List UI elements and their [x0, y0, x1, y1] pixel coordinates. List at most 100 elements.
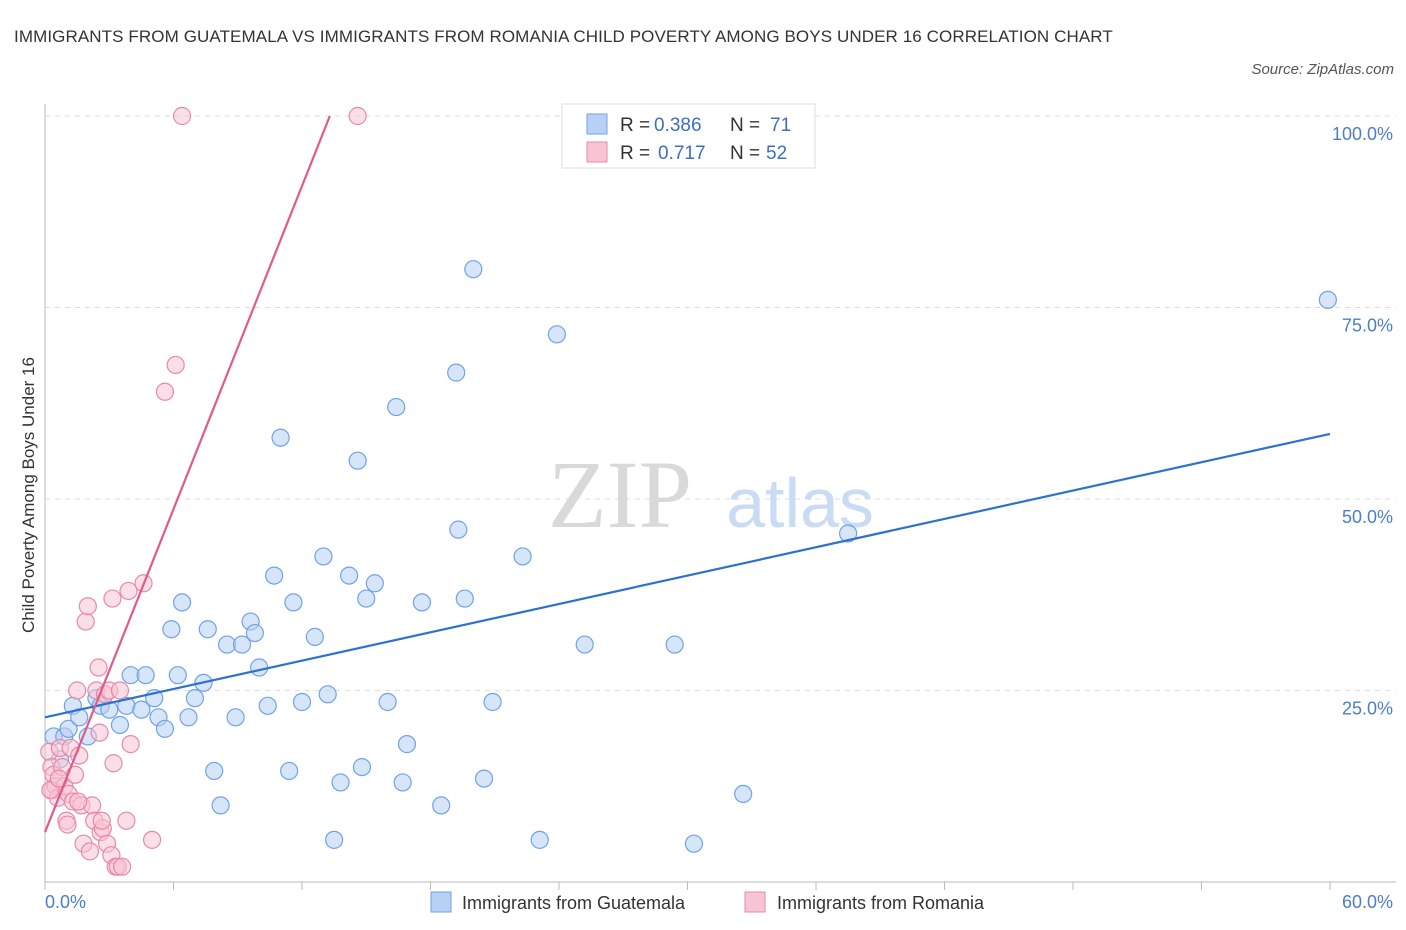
- y-axis-label: Child Poverty Among Boys Under 16: [19, 357, 38, 633]
- legend-r-guatemala: 0.386: [654, 115, 702, 136]
- point-romania-46: [348, 106, 367, 126]
- legend-r-label-romania: R =: [620, 143, 650, 164]
- series-romania: [40, 106, 367, 876]
- point-romania-49: [92, 811, 111, 830]
- point-guatemala-20: [172, 593, 192, 612]
- point-guatemala-46: [352, 757, 372, 777]
- point-romania-19: [78, 597, 97, 616]
- point-romania-20: [80, 842, 100, 861]
- point-guatemala-55: [447, 363, 466, 382]
- point-guatemala-18: [162, 620, 181, 639]
- y-tick-label-3: 100.0%: [1332, 124, 1393, 144]
- trend-lines: [43, 115, 1331, 833]
- point-guatemala-61: [513, 547, 532, 566]
- point-guatemala-47: [357, 589, 376, 608]
- legend-n-guatemala: 71: [770, 115, 791, 136]
- legend-r-label-guatemala: R =: [620, 115, 650, 136]
- point-guatemala-57: [455, 589, 474, 608]
- point-romania-44: [166, 355, 185, 375]
- point-guatemala-64: [575, 635, 594, 654]
- bottom-legend-swatch-guatemala: [430, 891, 452, 913]
- point-romania-18: [76, 612, 95, 631]
- point-guatemala-68: [839, 524, 858, 543]
- point-romania-45: [172, 106, 192, 126]
- y-tick-label-0: 25.0%: [1342, 699, 1393, 719]
- point-romania-33: [104, 754, 123, 773]
- point-guatemala-21: [179, 708, 198, 727]
- point-romania-43: [155, 382, 175, 401]
- point-romania-14: [68, 681, 87, 700]
- point-guatemala-42: [325, 830, 344, 849]
- point-guatemala-29: [232, 635, 252, 654]
- point-guatemala-44: [340, 566, 359, 585]
- point-guatemala-38: [292, 692, 312, 712]
- point-guatemala-58: [464, 260, 483, 279]
- point-romania-48: [58, 815, 77, 834]
- legend-swatch-romania: [586, 141, 608, 163]
- point-romania-39: [119, 581, 138, 601]
- point-romania-37: [112, 857, 132, 876]
- legend-n-label-guatemala: N =: [730, 115, 760, 136]
- legend-n-romania: 52: [766, 143, 787, 164]
- point-guatemala-10: [110, 715, 130, 735]
- legend-n-label-romania: N =: [730, 143, 760, 164]
- grid-lines: [45, 115, 1396, 691]
- point-guatemala-53: [412, 593, 432, 612]
- trend-line-romania: [43, 115, 331, 833]
- point-guatemala-13: [132, 700, 151, 719]
- point-guatemala-65: [665, 635, 684, 654]
- y-tick-label-1: 50.0%: [1342, 507, 1393, 527]
- legend-r-romania: 0.717: [658, 143, 706, 164]
- point-guatemala-52: [397, 735, 417, 754]
- point-guatemala-26: [211, 796, 230, 815]
- point-guatemala-67: [734, 784, 753, 804]
- series-guatemala: [44, 260, 1337, 853]
- point-guatemala-63: [547, 325, 566, 344]
- point-romania-36: [110, 681, 130, 700]
- point-romania-24: [89, 658, 108, 677]
- point-guatemala-25: [205, 761, 224, 781]
- point-guatemala-48: [365, 574, 384, 593]
- point-guatemala-35: [271, 428, 290, 447]
- point-romania-32: [103, 589, 122, 608]
- point-guatemala-41: [318, 685, 337, 704]
- tick-labels: 25.0% 50.0% 75.0% 100.0% 0.0% 60.0%: [45, 124, 1393, 912]
- x-tick-label-0: 0.0%: [45, 892, 86, 912]
- point-guatemala-34: [265, 566, 284, 585]
- point-guatemala-31: [245, 623, 264, 643]
- point-romania-40: [121, 735, 140, 754]
- point-guatemala-54: [432, 796, 451, 815]
- bottom-legend-swatch-romania: [744, 891, 766, 913]
- legend-box: R = 0.386 N = 71 R = 0.717 N = 52: [561, 103, 816, 169]
- point-guatemala-66: [684, 834, 704, 853]
- point-romania-25: [90, 723, 109, 742]
- watermark-zip: ZIP: [548, 441, 692, 548]
- source-label: Source: ZipAtlas.com: [1251, 61, 1394, 78]
- point-romania-38: [117, 811, 136, 830]
- bottom-legend: Immigrants from Guatemala Immigrants fro…: [430, 891, 985, 913]
- point-guatemala-60: [483, 692, 502, 712]
- bottom-legend-label-guatemala: Immigrants from Guatemala: [462, 893, 686, 913]
- x-tick-label-1: 60.0%: [1342, 892, 1393, 912]
- point-guatemala-28: [226, 708, 245, 727]
- point-guatemala-69: [1318, 290, 1337, 309]
- point-guatemala-19: [168, 666, 187, 685]
- point-guatemala-33: [258, 696, 277, 715]
- point-guatemala-50: [387, 397, 406, 417]
- point-guatemala-17: [155, 719, 175, 738]
- point-romania-42: [142, 830, 162, 849]
- point-guatemala-43: [331, 773, 350, 792]
- point-guatemala-51: [393, 773, 412, 792]
- point-guatemala-24: [198, 620, 217, 639]
- point-guatemala-49: [378, 692, 397, 712]
- point-guatemala-22: [185, 689, 205, 708]
- point-guatemala-45: [348, 451, 367, 470]
- point-guatemala-59: [474, 769, 494, 788]
- point-romania-50: [69, 792, 88, 811]
- bottom-legend-label-romania: Immigrants from Romania: [777, 893, 985, 913]
- point-guatemala-14: [136, 666, 155, 685]
- chart-title: IMMIGRANTS FROM GUATEMALA VS IMMIGRANTS …: [14, 27, 1113, 46]
- point-guatemala-56: [449, 520, 468, 539]
- y-tick-label-2: 75.0%: [1342, 316, 1393, 336]
